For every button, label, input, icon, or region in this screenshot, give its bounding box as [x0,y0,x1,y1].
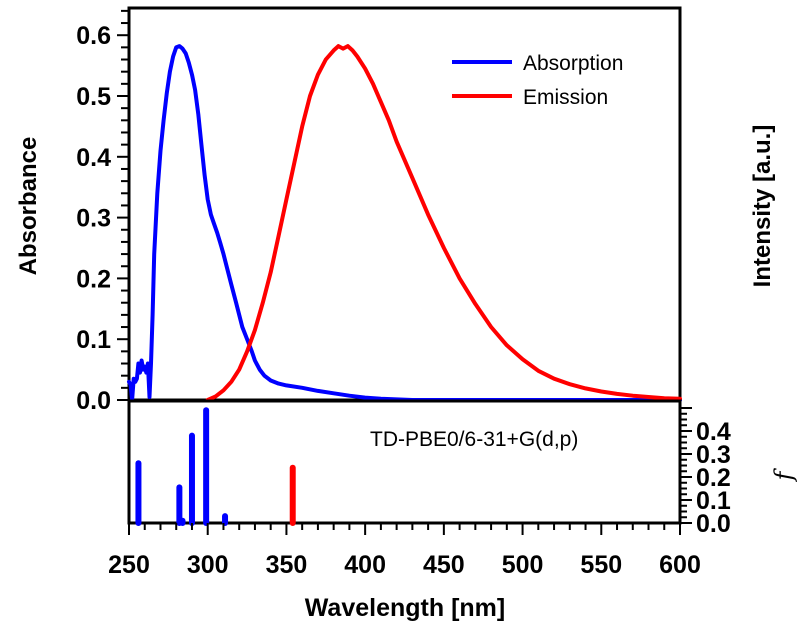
x-tick-label: 600 [659,551,701,579]
oscillator-strength-panel: 0.00.10.20.30.4 250 300 350 400 450 500 550 600 [108,399,731,579]
wavelength-x-axis: 250 300 350 400 450 500 550 600 [108,523,701,579]
y-tick-label: 0.3 [76,205,111,233]
x-tick-label: 500 [502,551,544,579]
series-line-emission [205,44,682,402]
legend: Absorption Emission [452,52,623,109]
series-line-absorption [127,44,682,402]
bottom-plot-frame [127,399,682,525]
y-axis-title-absorbance: Absorbance [15,137,42,276]
f-tick-label: 0.0 [696,510,731,538]
f-tick-label: 0.3 [696,441,731,469]
x-tick-label: 250 [108,551,150,579]
f-y-axis: 0.00.10.20.30.4 [680,407,731,538]
y-tick-label: 0.6 [76,22,111,50]
method-annotation: TD-PBE0/6-31+G(d,p) [370,428,578,451]
y-tick-label: 0.0 [76,387,111,415]
absorption-emission-panel: 0.0 0.1 0.2 0.3 0.4 0.5 0.6 [76,6,682,415]
legend-label-absorption: Absorption [523,52,623,75]
y-axis-title-f: f [770,467,798,482]
y-tick-label: 0.1 [76,326,111,354]
x-tick-label: 400 [344,551,386,579]
absorbance-y-axis: 0.0 0.1 0.2 0.3 0.4 0.5 0.6 [76,9,129,415]
f-tick-label: 0.2 [696,464,731,492]
y-tick-label: 0.5 [76,83,111,111]
f-tick-label: 0.4 [696,418,731,446]
x-axis-title: Wavelength [nm] [305,594,505,622]
x-tick-label: 450 [423,551,465,579]
transition-bars [135,407,296,526]
f-tick-label: 0.1 [696,487,731,515]
y2-axis-title-intensity: Intensity [a.u.] [749,125,776,288]
x-tick-label: 550 [580,551,622,579]
y-tick-label: 0.4 [76,144,111,172]
spectrum-curves [127,44,682,402]
x-tick-label: 350 [266,551,308,579]
legend-label-emission: Emission [523,86,608,109]
y-tick-label: 0.2 [76,265,111,293]
x-tick-label: 300 [187,551,229,579]
